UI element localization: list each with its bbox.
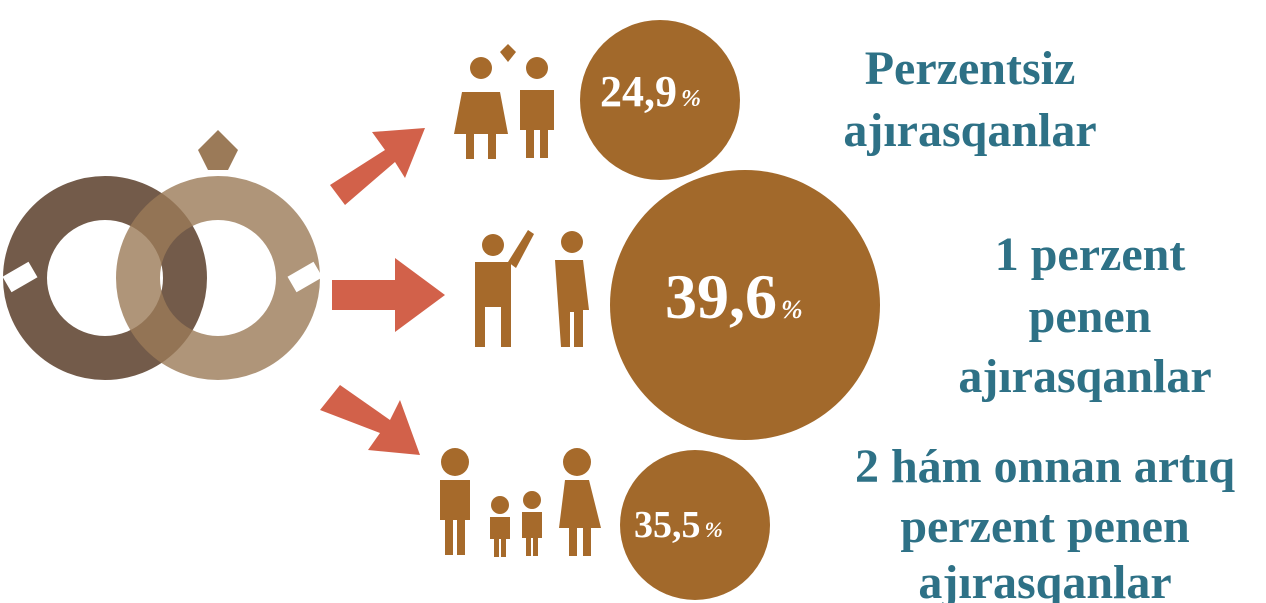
svg-text:39,6 %: 39,6 %	[665, 261, 803, 332]
label-line: Perzentsiz	[865, 42, 1076, 95]
value-circle	[610, 170, 880, 440]
unit: %	[681, 86, 701, 112]
label-line: perzent penen	[900, 500, 1189, 553]
label-line: ajırasqanlar	[843, 104, 1096, 157]
svg-text:24,9 %: 24,9 %	[600, 67, 701, 116]
label-line: 1 perzent	[995, 228, 1186, 281]
label-line: ajırasqanlar	[958, 350, 1211, 403]
value: 35,5	[634, 504, 701, 546]
value: 39,6	[665, 261, 777, 332]
unit: %	[781, 295, 803, 324]
value-circle	[580, 20, 740, 180]
people-icons	[440, 44, 601, 557]
value: 24,9	[600, 67, 677, 116]
label-line: 2 hám onnan artıq	[855, 440, 1235, 493]
unit: %	[705, 517, 723, 542]
label-line: penen	[1029, 290, 1152, 343]
rings-icon	[2, 130, 323, 380]
label-line: ajırasqanlar	[918, 556, 1171, 603]
value-circle	[620, 450, 770, 600]
arrows	[320, 128, 445, 455]
svg-text:35,5 %: 35,5 %	[634, 504, 723, 546]
